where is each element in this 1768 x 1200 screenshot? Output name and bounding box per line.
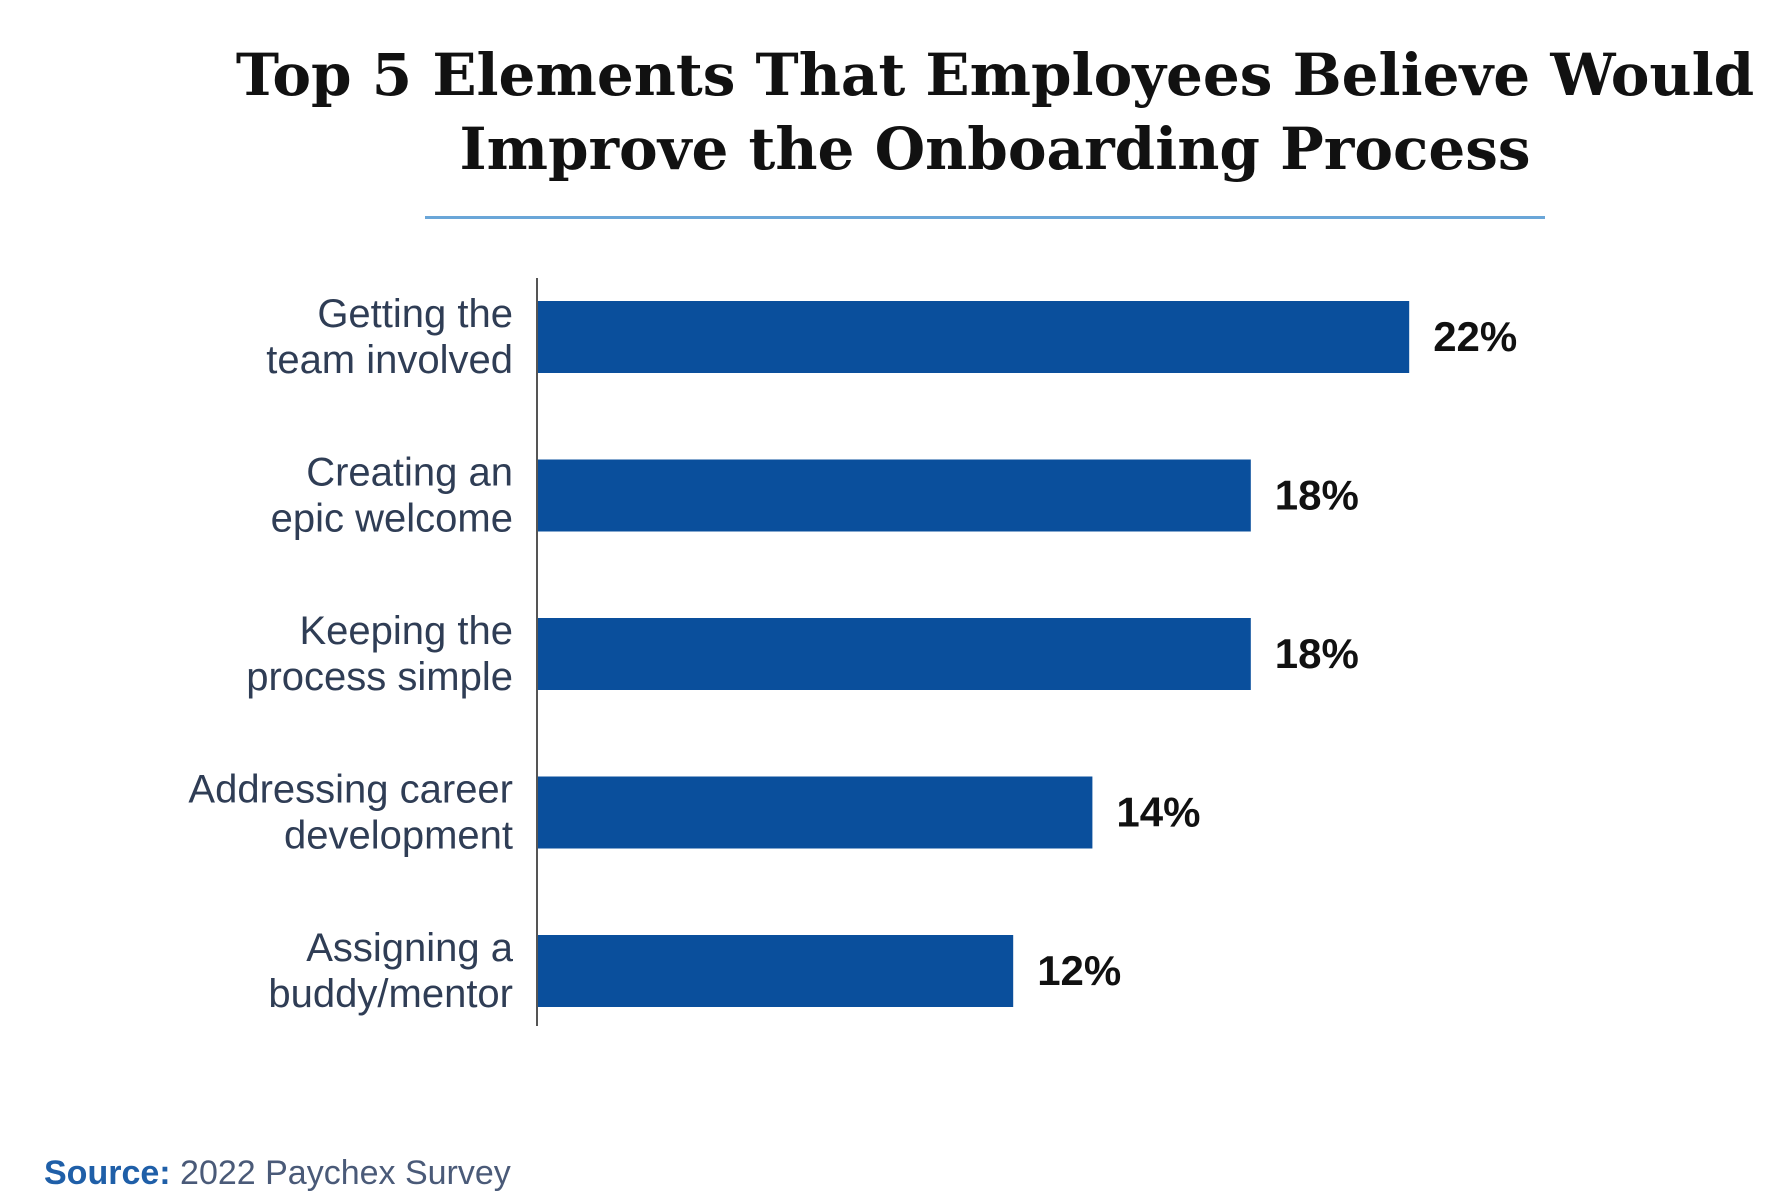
bar-2 bbox=[538, 618, 1251, 690]
chart-title: Top 5 Elements That Employees Believe Wo… bbox=[0, 38, 1768, 186]
source-note: Source: 2022 Paychex Survey bbox=[44, 1154, 511, 1193]
category-label-4-line-1: buddy/mentor bbox=[268, 972, 513, 1016]
category-label-3-line-0: Addressing career bbox=[188, 768, 513, 812]
title-divider bbox=[425, 216, 1545, 219]
category-label-0: Getting the team involved bbox=[266, 292, 513, 382]
bar-1 bbox=[538, 459, 1251, 532]
source-label: Source: bbox=[44, 1154, 171, 1192]
bar-0 bbox=[538, 301, 1410, 373]
chart-title-line-2: Improve the Onboarding Process bbox=[459, 115, 1531, 183]
category-label-1: Creating an epic welcome bbox=[271, 451, 513, 541]
category-label-4: Assigning a buddy/mentor bbox=[268, 926, 513, 1016]
category-label-0-line-0: Getting the bbox=[317, 292, 513, 336]
value-label-0: 22% bbox=[1433, 313, 1517, 360]
bar-chart: 22% Getting the team involved 18% Creating a… bbox=[188, 278, 1517, 1026]
category-label-0-line-1: team involved bbox=[266, 338, 513, 382]
chart-title-line-1: Top 5 Elements That Employees Believe Wo… bbox=[235, 41, 1755, 109]
bar-4 bbox=[538, 935, 1014, 1007]
value-label-3: 14% bbox=[1116, 789, 1200, 836]
category-label-1-line-0: Creating an bbox=[306, 451, 513, 495]
category-label-4-line-0: Assigning a bbox=[306, 926, 514, 970]
category-label-2-line-1: process simple bbox=[246, 655, 513, 699]
category-label-3: Addressing career development bbox=[188, 768, 513, 858]
category-label-3-line-1: development bbox=[284, 814, 513, 858]
category-label-2-line-0: Keeping the bbox=[299, 609, 513, 653]
value-label-2: 18% bbox=[1275, 630, 1359, 677]
value-label-4: 12% bbox=[1037, 947, 1121, 994]
category-label-1-line-1: epic welcome bbox=[271, 497, 513, 541]
bar-3 bbox=[538, 776, 1093, 849]
source-text: 2022 Paychex Survey bbox=[170, 1154, 511, 1192]
category-label-2: Keeping the process simple bbox=[246, 609, 513, 699]
value-label-1: 18% bbox=[1275, 472, 1359, 519]
